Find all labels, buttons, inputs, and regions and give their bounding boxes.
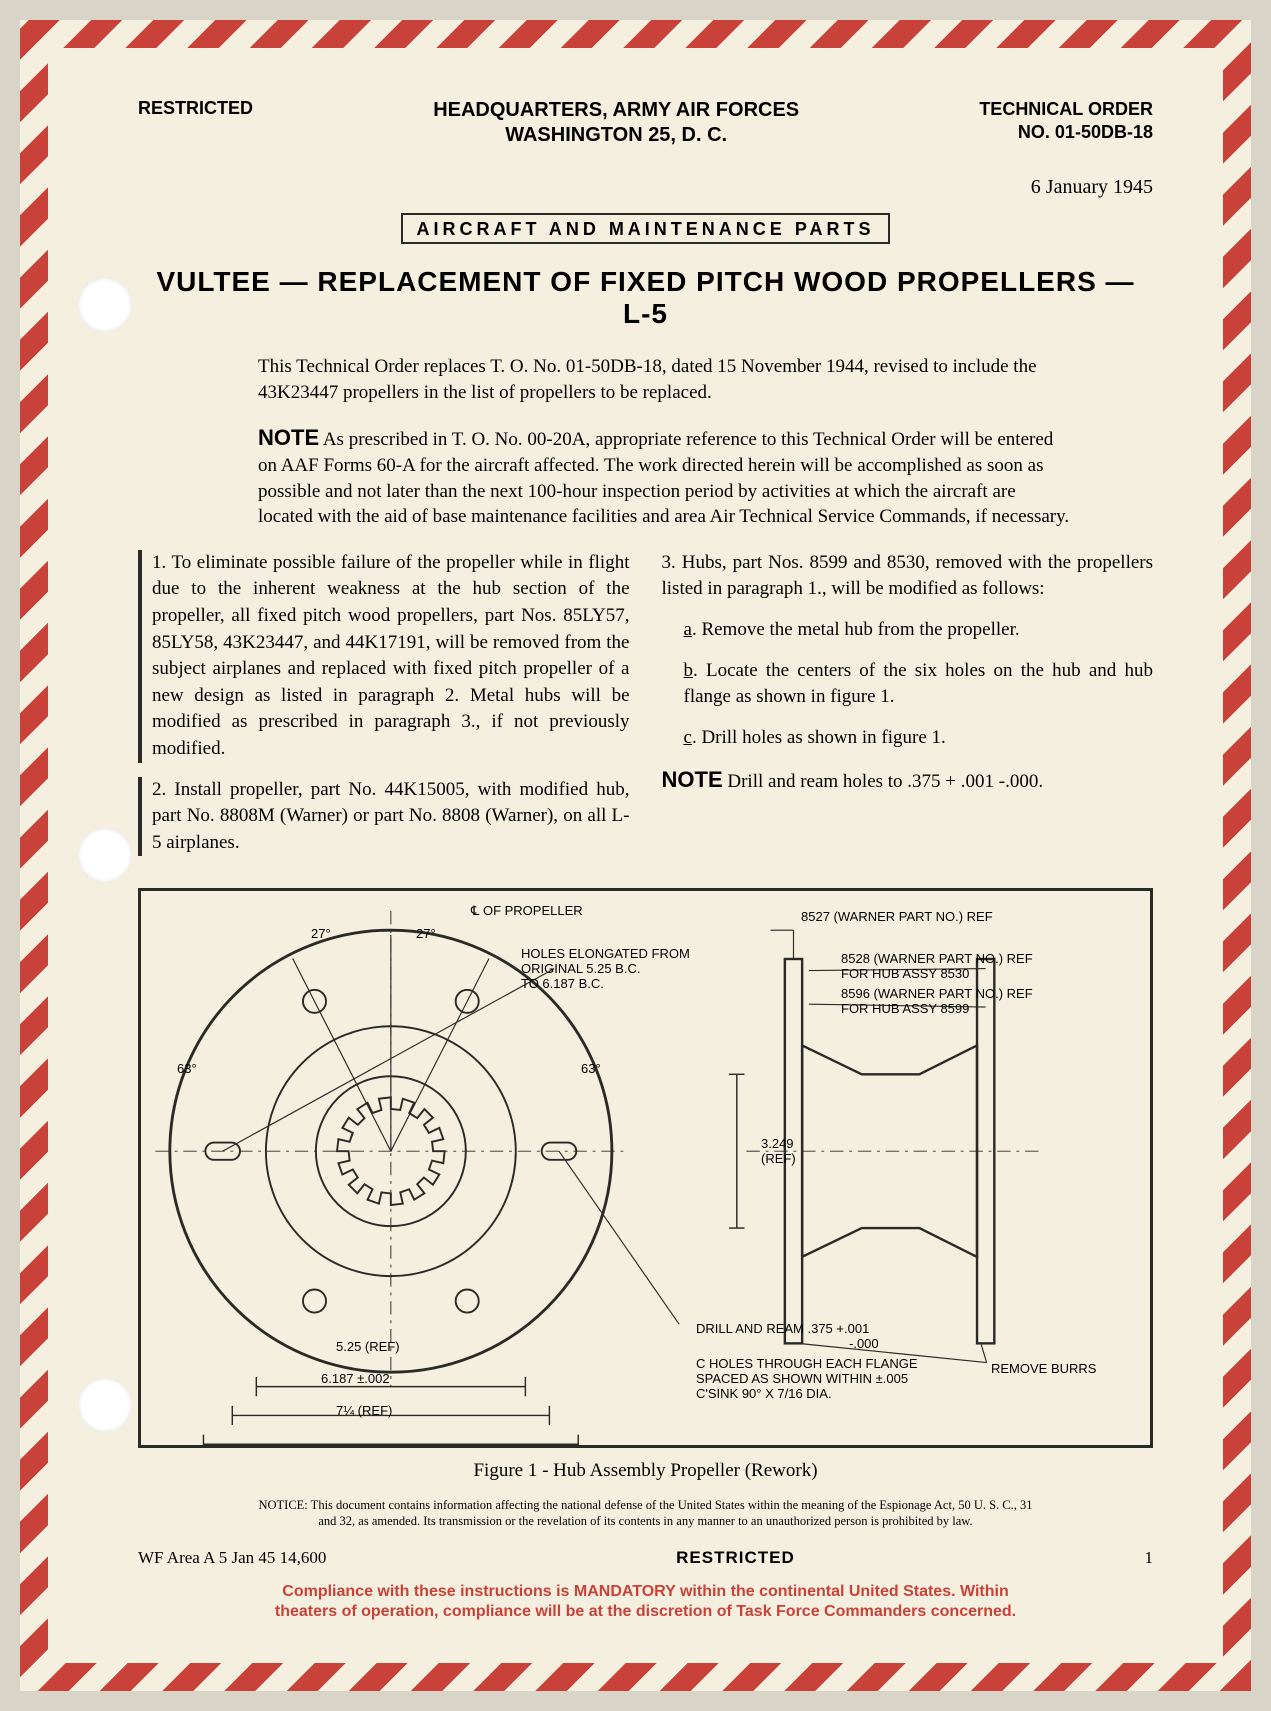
- lbl-3249: 3.249: [761, 1136, 794, 1151]
- doc-number: NO. 01-50DB-18: [979, 121, 1153, 144]
- punch-hole: [78, 1378, 132, 1432]
- lbl-elong1: HOLES ELONGATED FROM: [521, 946, 690, 961]
- figure-caption: Figure 1 - Hub Assembly Propeller (Rewor…: [138, 1460, 1153, 1482]
- left-column: 1. To eliminate possible failure of the …: [138, 550, 630, 871]
- compliance-notice: Compliance with these instructions is MA…: [138, 1582, 1153, 1624]
- lbl-8596a: 8596 (WARNER PART NO.) REF: [841, 986, 1033, 1001]
- step-a-text: . Remove the metal hub from the propelle…: [692, 619, 1020, 640]
- header-right: TECHNICAL ORDER NO. 01-50DB-18: [979, 98, 1153, 143]
- lbl-elong3: TO 6.187 B.C.: [521, 976, 604, 991]
- para-3: 3. Hubs, part Nos. 8599 and 8530, remove…: [662, 550, 1154, 603]
- punch-hole: [78, 278, 132, 332]
- lbl-drill1b: -.000: [849, 1336, 879, 1351]
- lbl-8596b: FOR HUB ASSY 8599: [841, 1001, 969, 1016]
- lbl-27b: 27°: [416, 926, 436, 941]
- lbl-8528a: 8528 (WARNER PART NO.) REF: [841, 951, 1033, 966]
- lbl-525: 5.25 (REF): [336, 1339, 400, 1354]
- header: RESTRICTED HEADQUARTERS, ARMY AIR FORCES…: [138, 98, 1153, 148]
- issuer-line1: HEADQUARTERS, ARMY AIR FORCES: [433, 98, 799, 123]
- footer-left: WF Area A 5 Jan 45 14,600: [138, 1548, 326, 1568]
- note-text: As prescribed in T. O. No. 00-20A, appro…: [258, 429, 1069, 527]
- footer: WF Area A 5 Jan 45 14,600 RESTRICTED 1: [138, 1548, 1153, 1568]
- para-2: 2. Install propeller, part No. 44K15005,…: [138, 777, 630, 857]
- page-number: 1: [1145, 1548, 1154, 1568]
- lbl-drill4: C'SINK 90° X 7/16 DIA.: [696, 1386, 832, 1401]
- security-notice: NOTICE: This document contains informati…: [258, 1498, 1033, 1529]
- compliance-line2: theaters of operation, compliance will b…: [138, 1602, 1153, 1623]
- lbl-6187: 6.187 ±.002: [321, 1371, 390, 1386]
- step-c-text: . Drill holes as shown in figure 1.: [692, 727, 946, 748]
- note2-label: NOTE: [662, 767, 723, 792]
- classification-bottom: RESTRICTED: [676, 1548, 795, 1568]
- issuer-line2: WASHINGTON 25, D. C.: [433, 123, 799, 148]
- step-a-letter: a: [684, 619, 692, 640]
- header-center: HEADQUARTERS, ARMY AIR FORCES WASHINGTON…: [433, 98, 799, 148]
- lbl-centerline: ℄ OF PROPELLER: [471, 903, 583, 919]
- note2-text: Drill and ream holes to .375 + .001 -.00…: [723, 771, 1043, 792]
- lbl-714: 7¼ (REF): [336, 1403, 392, 1418]
- step-b-letter: b: [684, 660, 694, 681]
- document-title: VULTEE — REPLACEMENT OF FIXED PITCH WOOD…: [138, 266, 1153, 330]
- step-b-text: . Locate the centers of the six holes on…: [684, 660, 1154, 708]
- lbl-63b: 63°: [581, 1061, 601, 1076]
- category-box: AIRCRAFT AND MAINTENANCE PARTS: [401, 213, 891, 244]
- right-column: 3. Hubs, part Nos. 8599 and 8530, remove…: [662, 550, 1154, 871]
- note-block: NOTE As prescribed in T. O. No. 00-20A, …: [258, 423, 1073, 530]
- note-2: NOTE Drill and ream holes to .375 + .001…: [662, 765, 1154, 796]
- step-c: c. Drill holes as shown in figure 1.: [684, 725, 1154, 752]
- lbl-drill2: C HOLES THROUGH EACH FLANGE: [696, 1356, 918, 1371]
- step-c-letter: c: [684, 727, 692, 748]
- lbl-8528b: FOR HUB ASSY 8530: [841, 966, 969, 981]
- issue-date: 6 January 1945: [138, 176, 1153, 199]
- punch-hole: [78, 828, 132, 882]
- lbl-burrs: REMOVE BURRS: [991, 1361, 1096, 1376]
- lbl-drill1: DRILL AND REAM .375 +.001: [696, 1321, 869, 1336]
- step-b: b. Locate the centers of the six holes o…: [684, 658, 1154, 711]
- lbl-3249ref: (REF): [761, 1151, 796, 1166]
- page: RESTRICTED HEADQUARTERS, ARMY AIR FORCES…: [20, 20, 1251, 1691]
- intro-paragraph: This Technical Order replaces T. O. No. …: [258, 354, 1073, 405]
- category-row: AIRCRAFT AND MAINTENANCE PARTS: [138, 199, 1153, 244]
- note-label: NOTE: [258, 425, 319, 450]
- doc-type: TECHNICAL ORDER: [979, 98, 1153, 121]
- lbl-8527: 8527 (WARNER PART NO.) REF: [801, 909, 993, 924]
- step-a: a. Remove the metal hub from the propell…: [684, 617, 1154, 644]
- para-1: 1. To eliminate possible failure of the …: [138, 550, 630, 763]
- lbl-drill3: SPACED AS SHOWN WITHIN ±.005: [696, 1371, 908, 1386]
- lbl-63a: 63°: [177, 1061, 197, 1076]
- lbl-elong2: ORIGINAL 5.25 B.C.: [521, 961, 640, 976]
- compliance-line1: Compliance with these instructions is MA…: [138, 1582, 1153, 1603]
- figure-1: ℄ OF PROPELLER 27° 27° 63° 63° HOLES ELO…: [138, 888, 1153, 1448]
- body-columns: 1. To eliminate possible failure of the …: [138, 550, 1153, 871]
- classification-top: RESTRICTED: [138, 98, 253, 119]
- lbl-27a: 27°: [311, 926, 331, 941]
